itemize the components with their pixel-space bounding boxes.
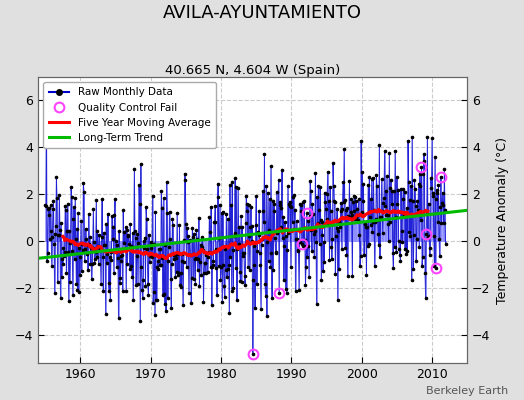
Title: 40.665 N, 4.604 W (Spain): 40.665 N, 4.604 W (Spain) [165,64,341,77]
Y-axis label: Temperature Anomaly (°C): Temperature Anomaly (°C) [496,136,509,304]
Text: AVILA-AYUNTAMIENTO: AVILA-AYUNTAMIENTO [162,4,362,22]
Text: Berkeley Earth: Berkeley Earth [426,386,508,396]
Legend: Raw Monthly Data, Quality Control Fail, Five Year Moving Average, Long-Term Tren: Raw Monthly Data, Quality Control Fail, … [43,82,216,148]
